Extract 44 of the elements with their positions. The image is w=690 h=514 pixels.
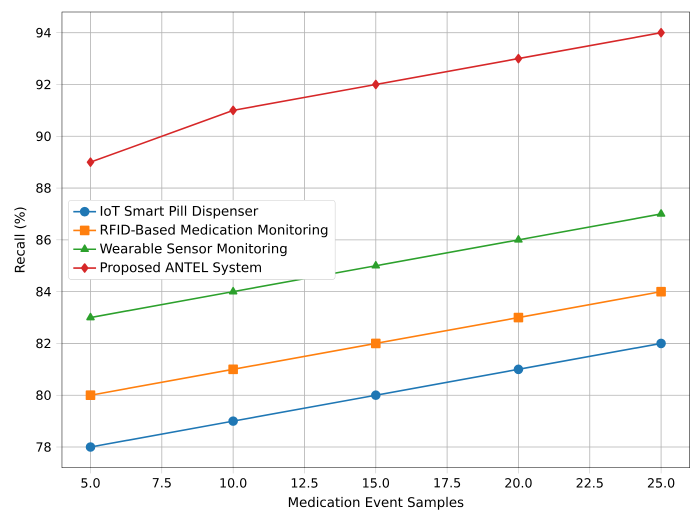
legend-label: Proposed ANTEL System: [100, 262, 261, 275]
point: [86, 157, 94, 167]
x-tick-label: 22.5: [576, 478, 603, 488]
x-tick-label: 5.0: [81, 478, 100, 488]
y-tick-label: 90: [36, 131, 51, 141]
point: [656, 286, 666, 296]
legend-label: Wearable Sensor Monitoring: [100, 243, 287, 256]
point: [229, 105, 237, 116]
x-tick-label: 12.5: [292, 478, 318, 488]
legend-label: IoT Smart Pill Dispenser: [100, 206, 258, 218]
y-tick-label: 78: [36, 442, 51, 452]
point: [86, 312, 95, 320]
y-tick-label: 94: [36, 28, 51, 38]
y-tick-label: 80: [36, 390, 51, 400]
legend-label: RFID-Based Medication Monitoring: [100, 224, 328, 238]
x-axis-title: Medication Event Samples: [288, 496, 464, 510]
x-tick-label: 17.5: [434, 478, 460, 488]
point: [514, 54, 522, 64]
y-axis-title: Recall (%): [14, 207, 26, 272]
point: [370, 338, 381, 348]
x-tick-label: 7.5: [152, 478, 171, 488]
point: [656, 338, 666, 348]
point: [86, 442, 96, 452]
x-tick-label: 20.0: [505, 478, 532, 488]
point: [228, 364, 238, 374]
point: [228, 416, 238, 426]
point: [514, 364, 524, 374]
point: [228, 286, 238, 294]
point: [657, 28, 665, 38]
x-tick-label: 15.0: [363, 478, 390, 488]
point: [370, 390, 381, 400]
y-tick-label: 84: [36, 286, 51, 296]
x-tick-label: 25.0: [648, 478, 674, 488]
point: [372, 260, 380, 268]
y-tick-label: 88: [36, 183, 51, 193]
point: [514, 234, 523, 243]
x-tick-label: 10.0: [220, 478, 246, 488]
y-tick-label: 92: [36, 80, 50, 90]
point: [656, 209, 666, 217]
point: [514, 312, 524, 322]
point: [372, 80, 380, 90]
point: [86, 390, 96, 400]
y-tick-label: 86: [36, 234, 51, 245]
y-tick-label: 82: [36, 338, 50, 348]
